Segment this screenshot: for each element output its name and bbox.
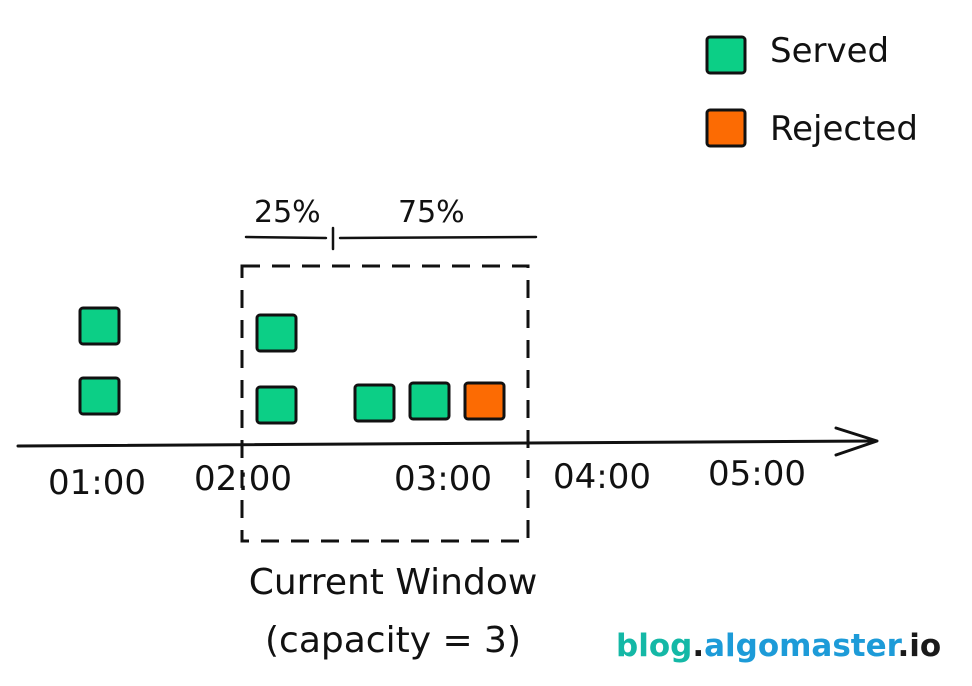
split-left-line [244,235,328,240]
legend-label-served: Served [770,31,889,71]
watermark-dot: . [692,628,704,664]
watermark-part-io: io [909,628,941,664]
axis-arrowhead [834,426,879,457]
time-axis [16,426,879,457]
current-window-box [240,264,530,543]
request-square [78,376,121,416]
watermark-part-blog: blog [616,628,692,664]
tick-labels: 01:00 02:00 03:00 04:00 05:00 [48,454,806,503]
window-label-title: Current Window [249,562,538,603]
watermark-part-algomaster: algomaster [704,628,903,664]
legend: Served Rejected [705,31,918,149]
watermark: blog.algomaster.io [616,628,941,664]
split-left-label: 25% [254,195,321,230]
window-split-ruler: 25% 75% [244,195,538,251]
split-right-line [338,235,538,240]
tick-label-0300: 03:00 [394,459,492,499]
request-square [408,381,451,421]
legend-swatch-rejected [705,108,747,148]
tick-label-0200: 02:00 [194,459,292,499]
request-square [255,313,298,353]
tick-label-0500: 05:00 [708,454,806,494]
request-square [255,385,298,425]
request-square [353,383,396,423]
legend-swatch-served [705,35,747,75]
watermark-dot: . [898,628,910,664]
requests [78,306,506,425]
axis-line [16,439,878,448]
window-label-capacity: (capacity = 3) [265,620,521,661]
tick-label-0400: 04:00 [553,457,651,497]
request-square [78,306,121,346]
tick-label-0100: 01:00 [48,463,146,503]
split-right-label: 75% [398,195,465,230]
window-caption: Current Window (capacity = 3) [249,562,538,661]
request-square [463,381,506,421]
legend-label-rejected: Rejected [770,109,918,149]
